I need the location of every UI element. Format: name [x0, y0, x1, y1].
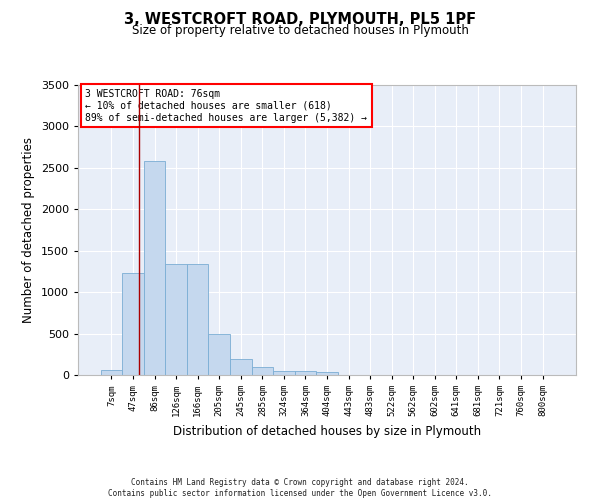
- Text: 3, WESTCROFT ROAD, PLYMOUTH, PL5 1PF: 3, WESTCROFT ROAD, PLYMOUTH, PL5 1PF: [124, 12, 476, 28]
- Bar: [122, 273, 144, 375]
- Text: 3 WESTCROFT ROAD: 76sqm
← 10% of detached houses are smaller (618)
89% of semi-d: 3 WESTCROFT ROAD: 76sqm ← 10% of detache…: [85, 90, 367, 122]
- Text: Contains HM Land Registry data © Crown copyright and database right 2024.
Contai: Contains HM Land Registry data © Crown c…: [108, 478, 492, 498]
- Bar: [230, 360, 251, 375]
- Bar: [273, 371, 295, 375]
- Bar: [316, 372, 338, 375]
- Bar: [144, 161, 166, 375]
- Bar: [208, 334, 230, 375]
- Bar: [166, 264, 187, 375]
- Bar: [187, 264, 208, 375]
- Bar: [251, 366, 273, 375]
- Y-axis label: Number of detached properties: Number of detached properties: [22, 137, 35, 323]
- Text: Size of property relative to detached houses in Plymouth: Size of property relative to detached ho…: [131, 24, 469, 37]
- Bar: [295, 371, 316, 375]
- Bar: [101, 370, 122, 375]
- X-axis label: Distribution of detached houses by size in Plymouth: Distribution of detached houses by size …: [173, 424, 481, 438]
